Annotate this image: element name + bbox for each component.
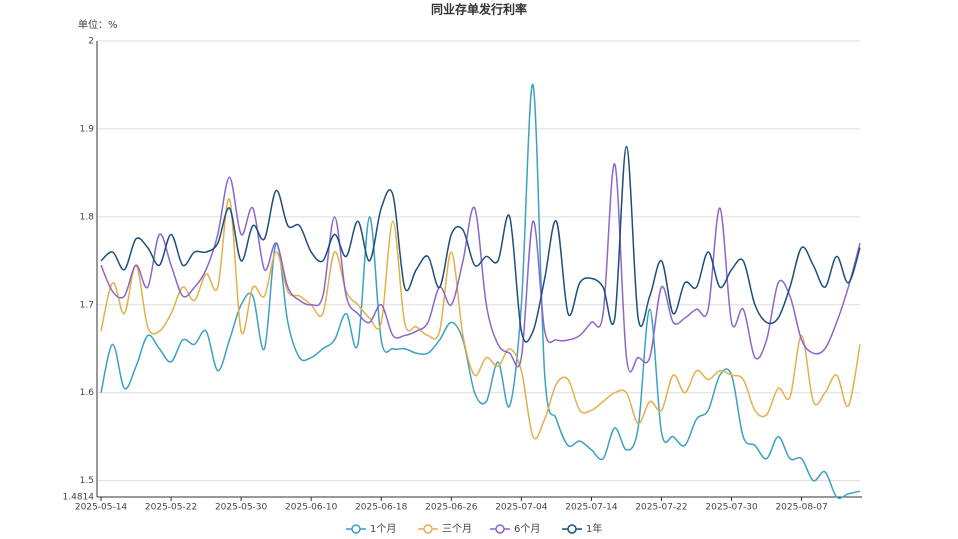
x-tick-label: 2025-05-30 bbox=[215, 503, 268, 513]
legend-item: 三个月 bbox=[418, 523, 472, 535]
line-series bbox=[100, 198, 861, 440]
legend-label: 三个月 bbox=[442, 523, 472, 535]
y-tick-label: 1.8 bbox=[80, 212, 95, 222]
line-series bbox=[100, 163, 861, 373]
legend-item: 6个月 bbox=[490, 523, 540, 535]
y-tick-label: 2 bbox=[88, 37, 94, 47]
y-tick-label: 1.6 bbox=[80, 388, 95, 398]
y-unit-label: 单位：% bbox=[78, 18, 118, 31]
legend-item: 1个月 bbox=[346, 523, 396, 535]
x-tick-label: 2025-05-14 bbox=[75, 503, 128, 513]
y-tick-label: 1.4814 bbox=[63, 493, 95, 503]
x-tick-label: 2025-06-10 bbox=[285, 503, 338, 513]
legend-marker bbox=[423, 524, 433, 534]
line-series bbox=[100, 145, 861, 343]
y-tick-label: 1.5 bbox=[80, 476, 94, 486]
x-tick-label: 2025-07-04 bbox=[495, 503, 548, 513]
x-tick-label: 2025-07-14 bbox=[565, 503, 618, 513]
line-series bbox=[100, 84, 861, 499]
legend-label: 1个月 bbox=[370, 523, 396, 535]
legend-marker bbox=[567, 524, 577, 534]
x-tick-label: 2025-06-26 bbox=[425, 503, 478, 513]
x-tick-label: 2025-07-30 bbox=[705, 503, 758, 513]
x-tick-label: 2025-07-22 bbox=[635, 503, 687, 513]
legend-marker bbox=[351, 524, 361, 534]
legend-label: 1年 bbox=[586, 522, 602, 535]
x-tick-label: 2025-05-22 bbox=[145, 503, 197, 513]
chart-title: 同业存单发行利率 bbox=[431, 2, 527, 17]
legend-item: 1年 bbox=[562, 522, 602, 535]
legend-label: 6个月 bbox=[514, 523, 540, 535]
x-tick-label: 2025-06-18 bbox=[355, 503, 408, 513]
y-tick-label: 1.9 bbox=[80, 124, 95, 134]
y-tick-label: 1.7 bbox=[80, 300, 94, 310]
legend-marker bbox=[495, 524, 505, 534]
x-tick-label: 2025-08-07 bbox=[775, 503, 827, 513]
